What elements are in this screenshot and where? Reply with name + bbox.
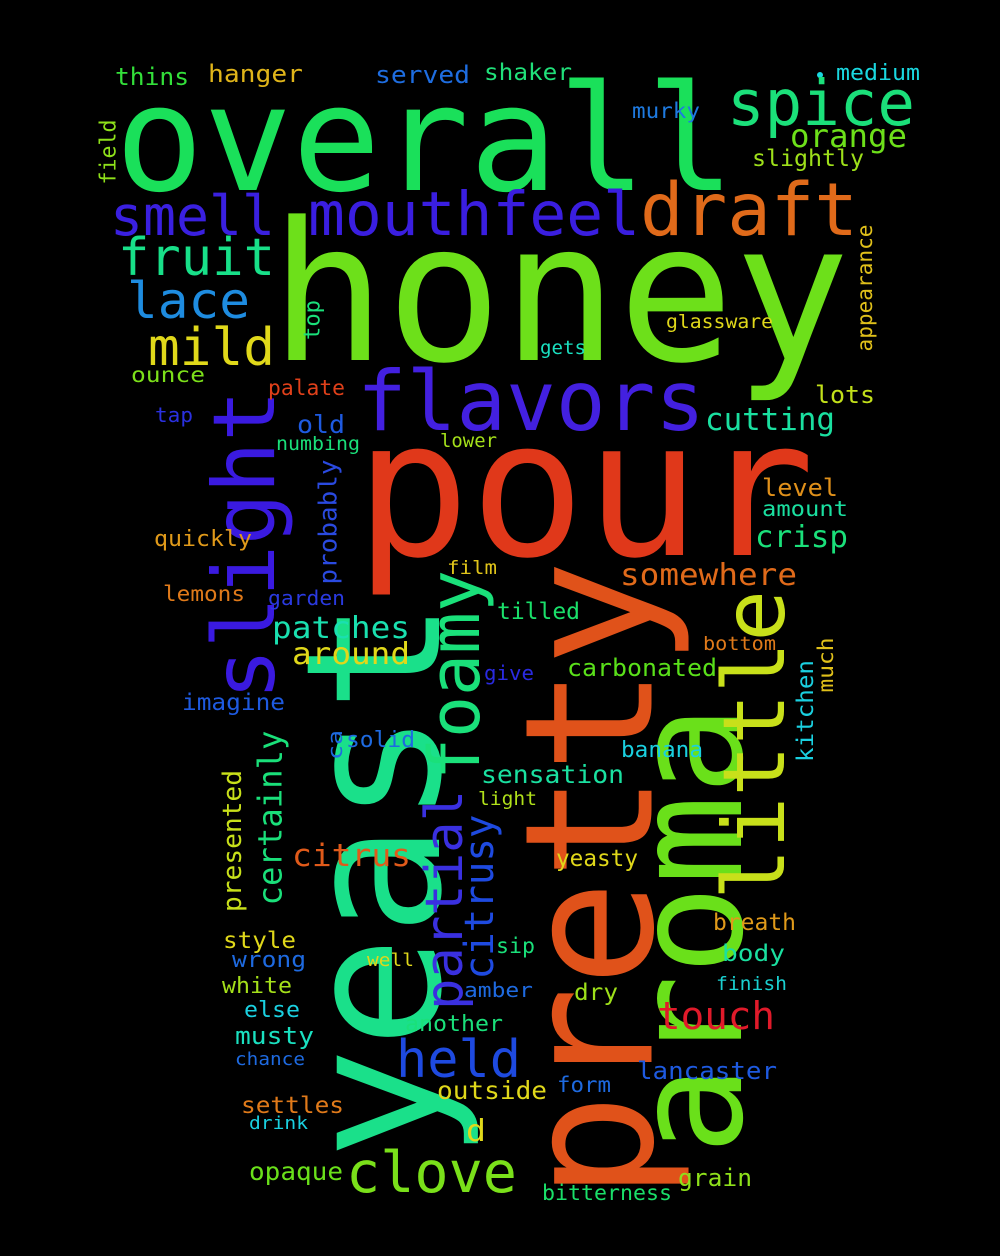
word: quickly: [154, 527, 252, 552]
word: ca: [323, 730, 347, 760]
word: form: [557, 1073, 611, 1097]
word: lots: [815, 381, 875, 409]
word: amber: [464, 978, 533, 1002]
word: patches: [272, 611, 410, 646]
word: fruit: [118, 228, 275, 288]
word: finish: [716, 973, 787, 995]
word: wrong: [232, 948, 306, 973]
word: aroma: [603, 705, 777, 1155]
word: another: [405, 1012, 503, 1037]
word: else: [244, 998, 300, 1023]
word: slight: [195, 390, 295, 700]
word: kitchen: [793, 660, 819, 762]
word: palate: [268, 376, 345, 400]
word: overall: [115, 54, 735, 225]
word: yeasty: [556, 846, 638, 872]
word: breath: [713, 910, 796, 936]
word: yeast: [266, 600, 484, 1160]
word: honey: [270, 181, 850, 406]
word: opaque: [249, 1157, 343, 1186]
word: lemons: [163, 582, 245, 606]
word: carbonated: [567, 654, 717, 682]
word: orange: [790, 117, 907, 155]
word: touch: [657, 994, 775, 1038]
word: tap: [155, 403, 193, 427]
word: around: [292, 637, 410, 672]
word: film: [447, 557, 497, 579]
word: gets: [540, 337, 586, 359]
word: tilled: [497, 599, 580, 625]
word: draft: [640, 168, 858, 253]
word: cutting: [705, 402, 835, 438]
word: chance: [235, 1049, 305, 1070]
word: pretty: [487, 560, 694, 1200]
word: hanger: [208, 60, 303, 88]
word: clove: [346, 1140, 517, 1206]
word: sensation: [481, 760, 624, 789]
word: mild: [148, 318, 275, 378]
word: ounce: [131, 363, 205, 387]
word: served: [375, 61, 470, 89]
word: give: [484, 661, 534, 685]
word: little: [705, 590, 805, 900]
word: mouthfeel: [308, 179, 640, 250]
word: citrus: [292, 838, 411, 874]
word: solid: [346, 728, 415, 753]
word: white: [222, 974, 292, 999]
word: slightly: [752, 146, 864, 172]
word: sip: [496, 934, 535, 958]
word: style: [223, 928, 296, 954]
word: lower: [440, 430, 497, 452]
word: certainly: [251, 731, 290, 906]
word: field: [97, 120, 122, 185]
word: thins: [115, 63, 189, 91]
word: medium: [836, 61, 920, 86]
dot: [817, 72, 823, 78]
word: crisp: [755, 520, 848, 555]
word: grain: [678, 1164, 752, 1192]
word: spice: [727, 67, 915, 140]
word: drink: [249, 1113, 308, 1134]
word: lace: [127, 272, 250, 330]
word: flavors: [357, 353, 705, 450]
word: top: [301, 300, 326, 340]
word: light: [478, 788, 537, 810]
word: bottom: [703, 633, 776, 655]
word: imagine: [182, 690, 285, 716]
word: old: [297, 410, 345, 439]
word: settles: [241, 1093, 344, 1119]
word: body: [722, 941, 785, 967]
word: pour: [355, 379, 815, 600]
word: dry: [574, 980, 618, 1006]
word: d: [466, 1114, 486, 1149]
word: appearance: [853, 225, 877, 352]
word: musty: [235, 1022, 314, 1050]
word: smell: [110, 184, 275, 248]
word: outside: [437, 1076, 547, 1105]
word: numbing: [276, 433, 360, 455]
word: shaker: [484, 60, 572, 86]
word: presented: [218, 770, 248, 912]
word: citrusy: [457, 815, 503, 980]
word: level: [762, 474, 838, 502]
word: probably: [314, 460, 343, 585]
word: glassware: [666, 311, 773, 333]
word: bitterness: [542, 1181, 672, 1205]
word: amount: [762, 497, 848, 521]
word: partial: [415, 790, 475, 1010]
word: much: [814, 638, 838, 693]
word: somewhere: [620, 558, 797, 593]
word: garden: [268, 586, 345, 610]
word: banana: [621, 738, 703, 763]
word: foamy: [414, 570, 496, 780]
word: lancaster: [637, 1057, 777, 1085]
word: well: [367, 950, 414, 971]
word: held: [396, 1030, 521, 1090]
word: murky: [632, 99, 700, 123]
